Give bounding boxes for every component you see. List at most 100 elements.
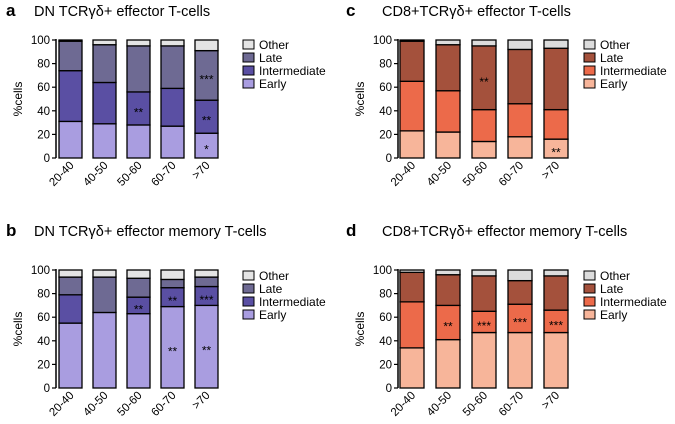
legend-swatch-late [242, 283, 255, 294]
significance-label: ** [134, 105, 144, 119]
x-tick-label: 50-60 [115, 390, 144, 419]
bar-other-40-50 [92, 39, 117, 46]
y-axis-label: %cells [11, 312, 25, 347]
bar-other-40-50 [435, 39, 461, 46]
bar-intermediate-20-40 [399, 80, 425, 132]
x-tick-label: 40-50 [425, 390, 454, 419]
chart-title: CD8+TCRγδ+ effector T-cells [382, 4, 571, 20]
y-tick-label: 40 [37, 336, 50, 348]
bar-early-60-70 [507, 136, 533, 159]
bar-intermediate-50-60 [471, 108, 497, 143]
panel-d: d CD8+TCRγδ+ effector memory T-cells %cell… [346, 221, 667, 419]
legend-label: Intermediate [259, 64, 326, 78]
bar-other-20-40 [58, 269, 83, 278]
x-tick-label: 40-50 [425, 160, 454, 189]
legend-swatch-intermediate [583, 65, 596, 76]
significance-label: *** [513, 315, 527, 329]
chart-title: CD8+TCRγδ+ effector memory T-cells [382, 224, 627, 240]
y-tick-label: 60 [379, 312, 392, 324]
legend-label: Intermediate [259, 295, 326, 309]
bar-late-60-70 [507, 48, 533, 105]
x-tick-label: 60-70 [149, 390, 178, 419]
significance-label: ** [168, 344, 178, 358]
bar-intermediate-20-40 [58, 70, 83, 123]
bar-early-20-40 [399, 130, 425, 159]
legend-label: Early [600, 308, 627, 322]
legend-swatch-other [583, 39, 596, 50]
legend-swatch-other [242, 39, 255, 50]
chart-title: DN TCRγδ+ effector T-cells [34, 4, 210, 20]
legend-swatch-late [242, 52, 255, 63]
significance-label: ** [202, 344, 212, 358]
legend-swatch-intermediate [583, 296, 596, 307]
legend-swatch-intermediate [242, 296, 255, 307]
bar-late-40-50 [92, 276, 117, 314]
y-tick-label: 100 [373, 35, 392, 47]
y-tick-label: 80 [379, 289, 392, 301]
legend-label: Late [259, 51, 283, 65]
panel-label: a [6, 1, 16, 20]
bar-late-20-40 [58, 276, 83, 296]
bar-intermediate-60-70 [160, 87, 185, 127]
bar-late-60-70 [507, 279, 533, 305]
bar-intermediate-40-50 [435, 304, 461, 341]
x-tick-label: >70 [540, 390, 562, 412]
bar-late->70 [543, 47, 569, 111]
bar-early-50-60 [471, 331, 497, 389]
legend-swatch-other [583, 270, 596, 281]
y-tick-label: 80 [379, 59, 392, 71]
x-tick-label: >70 [540, 160, 562, 182]
x-tick-label: 20-40 [47, 390, 76, 419]
panel-c: c CD8+TCRγδ+ effector T-cells %cells 0 20 40 6… [346, 1, 667, 189]
bar-other->70 [543, 39, 569, 49]
bar-late-50-60 [126, 45, 151, 93]
bar-intermediate-40-50 [92, 81, 117, 125]
bar-other-50-60 [471, 39, 497, 47]
bar-early-20-40 [399, 347, 425, 389]
legend-swatch-early [583, 309, 596, 320]
significance-label: *** [199, 293, 213, 307]
legend-swatch-other [242, 270, 255, 281]
bar-late-50-60 [471, 45, 497, 111]
significance-label: *** [199, 72, 213, 86]
bar-late-60-70 [160, 278, 185, 289]
y-tick-label: 0 [386, 153, 392, 165]
significance-label: ** [168, 294, 178, 308]
bar-late-40-50 [435, 274, 461, 307]
bar-early-40-50 [92, 123, 117, 159]
x-tick-label: 40-50 [81, 390, 110, 419]
significance-label: ** [202, 114, 212, 128]
bar-late-40-50 [92, 44, 117, 84]
y-tick-label: 60 [37, 82, 50, 94]
y-tick-label: 40 [379, 336, 392, 348]
y-tick-label: 100 [31, 35, 50, 47]
bar-other->70 [194, 39, 219, 52]
y-tick-label: 40 [37, 106, 50, 118]
bar-other-20-40 [58, 39, 83, 42]
bar-intermediate-60-70 [507, 303, 533, 334]
y-axis-label: %cells [353, 82, 367, 117]
y-tick-label: 0 [44, 383, 50, 395]
legend-label: Early [259, 308, 286, 322]
significance-label: ** [479, 75, 489, 89]
significance-label: *** [477, 319, 491, 333]
bar-other-50-60 [126, 39, 151, 47]
bar-other-50-60 [471, 269, 497, 277]
legend-swatch-late [583, 52, 596, 63]
y-tick-label: 100 [373, 265, 392, 277]
bar-other-60-70 [160, 39, 185, 47]
significance-label: ** [443, 320, 453, 334]
x-tick-label: 20-40 [389, 160, 418, 189]
legend-label: Early [259, 77, 286, 91]
x-tick-label: 20-40 [389, 390, 418, 419]
bar-other-50-60 [126, 269, 151, 279]
bar-late-20-40 [399, 271, 425, 303]
significance-label: *** [549, 318, 563, 332]
x-tick-label: 50-60 [461, 390, 490, 419]
panel-label: d [346, 221, 356, 240]
x-tick-label: 50-60 [461, 160, 490, 189]
bar-intermediate-40-50 [435, 90, 461, 133]
bar-late-20-40 [399, 40, 425, 82]
bar-intermediate-20-40 [399, 301, 425, 349]
x-tick-label: 20-40 [47, 160, 76, 189]
